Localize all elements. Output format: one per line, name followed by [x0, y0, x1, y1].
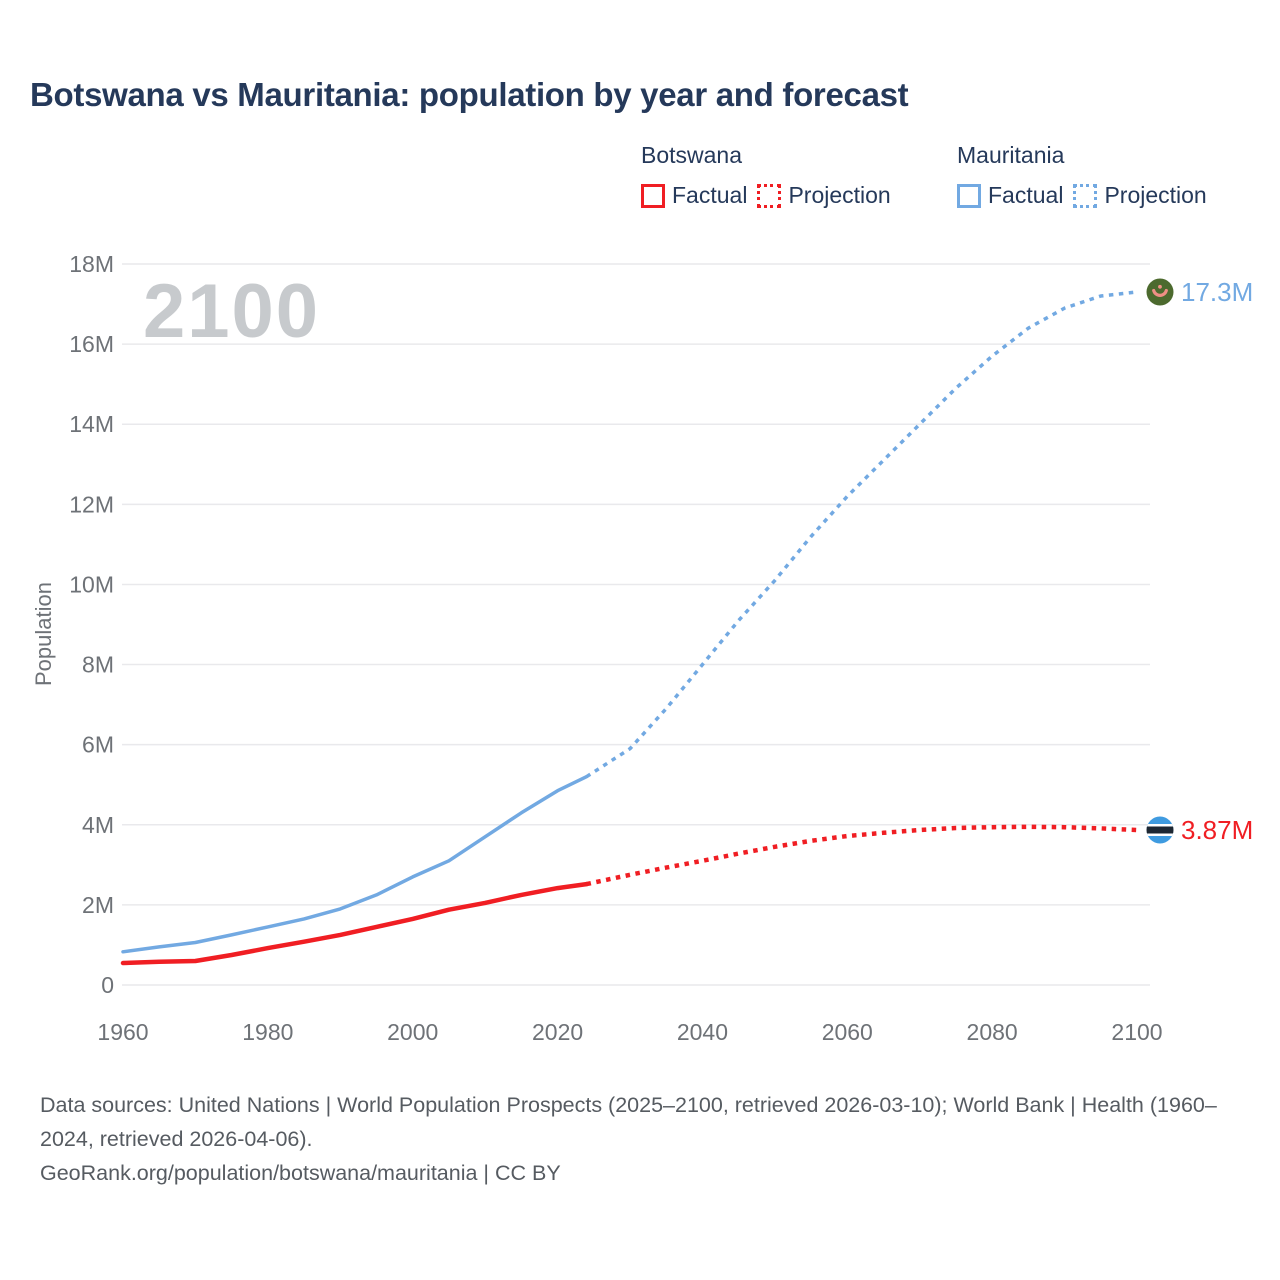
legend-header-botswana: Botswana — [641, 142, 743, 168]
legend-group-mauritania: Mauritania Factual Projection — [957, 142, 1207, 209]
y-tick-label-0: 0 — [101, 972, 114, 998]
series-line-mauritania-projection — [585, 290, 1138, 779]
y-tick-label-8M: 8M — [82, 652, 114, 678]
data-sources-text: Data sources: United Nations | World Pop… — [40, 1093, 1217, 1151]
x-tick-label-2040: 2040 — [677, 1019, 728, 1045]
botswana-projection-swatch-icon — [757, 183, 782, 208]
end-value-label-mauritania: 17.3M — [1181, 277, 1253, 307]
mauritania-projection-swatch-icon — [1073, 183, 1098, 208]
y-tick-label-14M: 14M — [69, 411, 114, 437]
y-tick-label-4M: 4M — [82, 812, 114, 838]
mauritania-factual-swatch-icon — [957, 183, 981, 208]
x-tick-label-1960: 1960 — [97, 1019, 148, 1045]
x-tick-label-2060: 2060 — [822, 1019, 873, 1045]
x-tick-label-2080: 2080 — [967, 1019, 1018, 1045]
y-tick-label-18M: 18M — [69, 251, 114, 277]
x-tick-label-2020: 2020 — [532, 1019, 583, 1045]
series-line-botswana-factual — [120, 881, 589, 966]
legend-group-botswana: Botswana Factual Projection — [641, 142, 891, 209]
plot-area: 0 2M 4M 6M 8M 10M 12M 14M 16M 18M 1960 1980 2000 2020… — [69, 251, 1253, 1045]
y-tick-label-12M: 12M — [69, 491, 114, 517]
mauritania-flag-marker-icon — [1146, 278, 1174, 306]
x-tick-label-2100: 2100 — [1111, 1019, 1162, 1045]
botswana-flag-marker-icon — [1146, 816, 1174, 844]
footer: Data sources: United Nations | World Pop… — [40, 1088, 1220, 1190]
legend-item-mauritania-factual[interactable]: Factual — [957, 182, 1063, 209]
legend-label: Projection — [788, 182, 891, 208]
legend-row-mauritania: Factual Projection — [957, 182, 1207, 209]
y-tick-label-10M: 10M — [69, 571, 114, 597]
legend-label: Factual — [672, 182, 748, 208]
attribution-text: GeoRank.org/population/botswana/mauritan… — [40, 1161, 561, 1185]
chart-title: Botswana vs Mauritania: population by ye… — [30, 76, 909, 113]
series-line-mauritania-factual — [121, 774, 589, 954]
legend-item-botswana-projection[interactable]: Projection — [757, 182, 891, 209]
x-tick-label-1980: 1980 — [242, 1019, 293, 1045]
end-value-label-botswana: 3.87M — [1181, 815, 1253, 845]
legend-header-mauritania: Mauritania — [957, 142, 1065, 168]
legend-label: Factual — [988, 182, 1064, 208]
legend-row-botswana: Factual Projection — [641, 182, 891, 209]
legend-label: Projection — [1104, 182, 1207, 208]
x-tick-label-2000: 2000 — [387, 1019, 438, 1045]
botswana-factual-swatch-icon — [641, 183, 665, 208]
watermark-year: 2100 — [143, 269, 321, 354]
y-tick-label-2M: 2M — [82, 892, 114, 918]
y-tick-label-6M: 6M — [82, 732, 114, 758]
legend-item-botswana-factual[interactable]: Factual — [641, 182, 747, 209]
series-line-botswana-projection — [586, 824, 1138, 887]
y-tick-label-16M: 16M — [69, 331, 114, 357]
legend-item-mauritania-projection[interactable]: Projection — [1073, 182, 1207, 209]
